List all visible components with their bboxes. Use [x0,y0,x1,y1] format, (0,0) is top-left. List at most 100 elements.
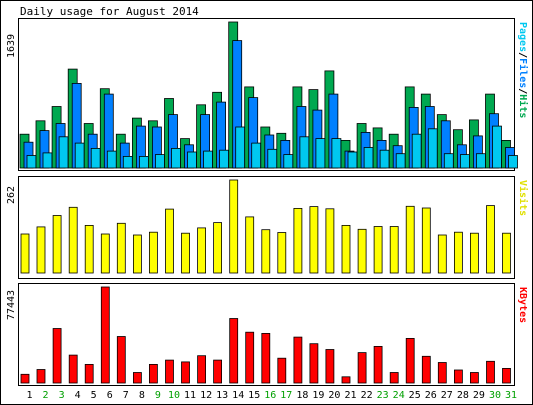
bar-kbytes-day-21 [341,376,351,384]
bar-visits-day-3 [52,215,62,274]
bar-visits-day-9 [148,231,158,274]
bar-visits-day-24 [389,226,399,274]
bar-pages-day-19 [315,138,326,169]
bar-visits-day-11 [181,232,190,274]
bar-visits-day-10 [165,208,174,274]
day-label-11: 11 [184,390,196,401]
bar-pages-day-23 [379,149,390,169]
bar-pages-day-15 [251,142,262,169]
bar-visits-day-29 [469,232,479,274]
bar-pages-day-30 [492,125,502,169]
bar-kbytes-day-12 [197,355,207,384]
day-label-18: 18 [296,390,308,401]
bar-kbytes-day-14 [229,318,239,384]
side-label-hits: Hits [517,94,529,118]
day-label-7: 7 [123,390,129,401]
bar-pages-day-12 [203,150,214,169]
bar-pages-day-28 [459,154,470,169]
bar-kbytes-day-27 [437,362,447,384]
bar-pages-day-1 [26,155,37,169]
bar-visits-day-8 [132,234,142,274]
side-label-visits: Visits [517,180,529,216]
bar-kbytes-day-16 [261,332,271,384]
bar-kbytes-day-17 [277,357,287,384]
side-label-sep1: / [517,52,528,58]
bar-visits-day-27 [437,234,447,274]
bar-visits-day-18 [293,207,303,274]
bar-kbytes-day-18 [293,336,303,384]
bar-visits-day-7 [116,222,126,274]
bar-visits-day-2 [36,226,46,274]
bar-kbytes-day-6 [100,286,110,384]
bar-pages-day-18 [299,136,310,169]
bar-visits-day-4 [68,206,78,274]
bar-kbytes-day-22 [357,352,367,384]
bar-visits-day-30 [486,205,495,274]
bar-visits-day-21 [341,224,351,274]
bar-visits-day-26 [421,207,431,274]
bars-kbytes-panel [20,286,511,384]
bar-kbytes-day-31 [502,367,511,384]
bar-kbytes-day-30 [486,360,495,384]
day-label-4: 4 [75,390,81,401]
day-label-8: 8 [139,390,145,401]
bar-pages-day-20 [331,138,342,169]
bar-kbytes-day-3 [52,328,62,384]
ymax-kbytes-label: 77443 [6,290,17,320]
bar-pages-day-7 [122,155,133,169]
bar-visits-day-28 [453,231,463,274]
day-label-9: 9 [155,390,161,401]
day-label-19: 19 [312,390,324,401]
side-label-hits-panel: Pages/Files/Hits [517,22,529,118]
bar-pages-day-10 [171,147,181,169]
bar-pages-day-8 [138,155,149,169]
day-label-20: 20 [328,390,340,401]
bars-visits-panel [20,179,511,274]
bar-kbytes-day-2 [36,369,46,384]
bar-visits-day-25 [405,205,415,274]
bar-visits-day-12 [197,227,207,274]
day-label-23: 23 [377,390,389,401]
bar-kbytes-day-19 [309,343,319,384]
bar-visits-day-13 [213,222,223,274]
bar-kbytes-day-11 [181,361,190,384]
bar-visits-day-19 [309,206,319,274]
bar-visits-day-17 [277,232,287,274]
bar-visits-day-14 [229,179,239,274]
day-label-16: 16 [264,390,276,401]
day-label-10: 10 [168,390,180,401]
bar-kbytes-day-8 [132,372,142,384]
bar-kbytes-day-10 [165,359,174,384]
bar-pages-day-14 [235,126,246,169]
bar-pages-day-24 [395,153,406,169]
day-labels: 1 2 3 4 5 6 7 8 9 10 11 12 13 14 15 16 17 18 19 20 21 22 23 24 2… [26,390,517,401]
bar-visits-day-23 [373,226,383,274]
bar-pages-day-4 [74,142,85,169]
bar-pages-day-17 [283,154,294,169]
bar-visits-day-5 [84,224,94,274]
day-label-31: 31 [505,390,517,401]
bar-kbytes-day-29 [469,372,479,384]
bar-kbytes-day-4 [68,354,78,384]
day-label-21: 21 [344,390,356,401]
bar-kbytes-day-1 [20,373,30,384]
bar-pages-day-31 [508,155,518,169]
bar-visits-day-31 [502,232,511,274]
bar-pages-day-3 [58,136,69,169]
bar-kbytes-day-26 [421,355,431,384]
bar-pages-day-5 [90,147,101,169]
day-label-30: 30 [489,390,501,401]
day-label-29: 29 [473,390,485,401]
bar-pages-day-27 [443,153,454,169]
bar-visits-day-1 [20,233,30,274]
bar-visits-day-20 [325,208,335,274]
day-label-5: 5 [91,390,97,401]
day-label-24: 24 [393,390,405,401]
day-label-28: 28 [457,390,469,401]
day-label-3: 3 [59,390,65,401]
side-label-files: Files [517,58,529,88]
chart-title: Daily usage for August 2014 [20,5,199,18]
bar-kbytes-day-28 [453,369,463,384]
bar-kbytes-day-20 [325,349,335,384]
